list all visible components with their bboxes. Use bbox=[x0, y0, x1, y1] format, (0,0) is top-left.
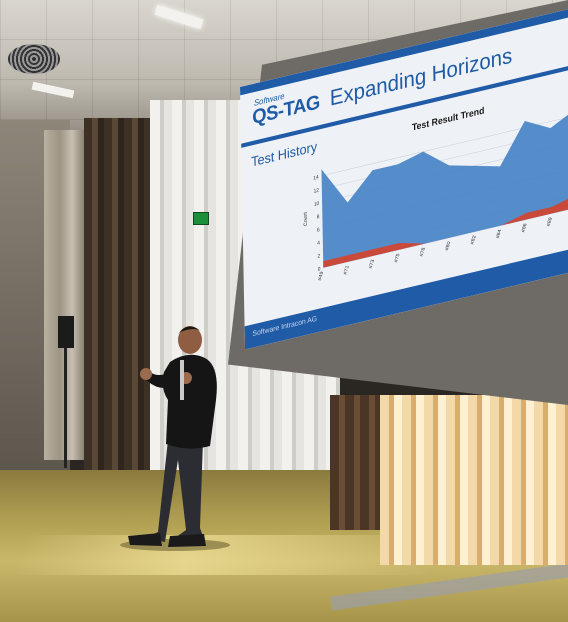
x-tick-label: #75 bbox=[393, 253, 401, 263]
speaker-stand bbox=[64, 348, 67, 468]
y-tick-label: 0 bbox=[318, 266, 321, 273]
x-tick-label: #89 bbox=[546, 217, 554, 227]
footer-text: Software Intracon AG bbox=[252, 315, 318, 339]
y-tick-label: 2 bbox=[317, 253, 320, 260]
chart-title: Test Result Trend bbox=[412, 105, 485, 133]
x-tick-label: #82 bbox=[470, 235, 478, 245]
x-tick-label: #49 bbox=[317, 271, 325, 281]
x-tick-label: #73 bbox=[368, 259, 376, 269]
projected-slide-area: Software QS-TAG Expanding Horizons Test … bbox=[228, 0, 568, 405]
x-tick-label: #80 bbox=[444, 241, 452, 251]
x-tick-label: #84 bbox=[495, 229, 503, 239]
y-tick-label: 12 bbox=[314, 188, 320, 195]
y-tick-label: 10 bbox=[314, 201, 320, 208]
series-area bbox=[321, 108, 568, 268]
chart-svg: Test Result Trend 0 2 4 6 8 10 12 14 Count #49 #71 #… bbox=[303, 105, 568, 281]
x-tick-label: #71 bbox=[343, 265, 351, 275]
y-tick-label: 6 bbox=[317, 227, 320, 234]
x-tick-label: #86 bbox=[521, 223, 529, 233]
ceiling-vent bbox=[8, 44, 60, 74]
speaker bbox=[58, 316, 74, 348]
slide: Software QS-TAG Expanding Horizons Test … bbox=[240, 4, 568, 350]
y-tick-label: 8 bbox=[317, 214, 320, 221]
series-area bbox=[323, 194, 568, 268]
y-axis-label: Count bbox=[303, 211, 309, 227]
y-tick-label: 4 bbox=[317, 240, 320, 247]
sunlit-curtain bbox=[380, 395, 568, 565]
x-tick-label: #78 bbox=[419, 247, 427, 257]
test-result-chart: Test Result Trend 0 2 4 6 8 10 12 14 Count #49 #71 #… bbox=[300, 80, 568, 304]
exit-sign bbox=[193, 212, 209, 225]
y-tick-label: 14 bbox=[313, 174, 319, 181]
